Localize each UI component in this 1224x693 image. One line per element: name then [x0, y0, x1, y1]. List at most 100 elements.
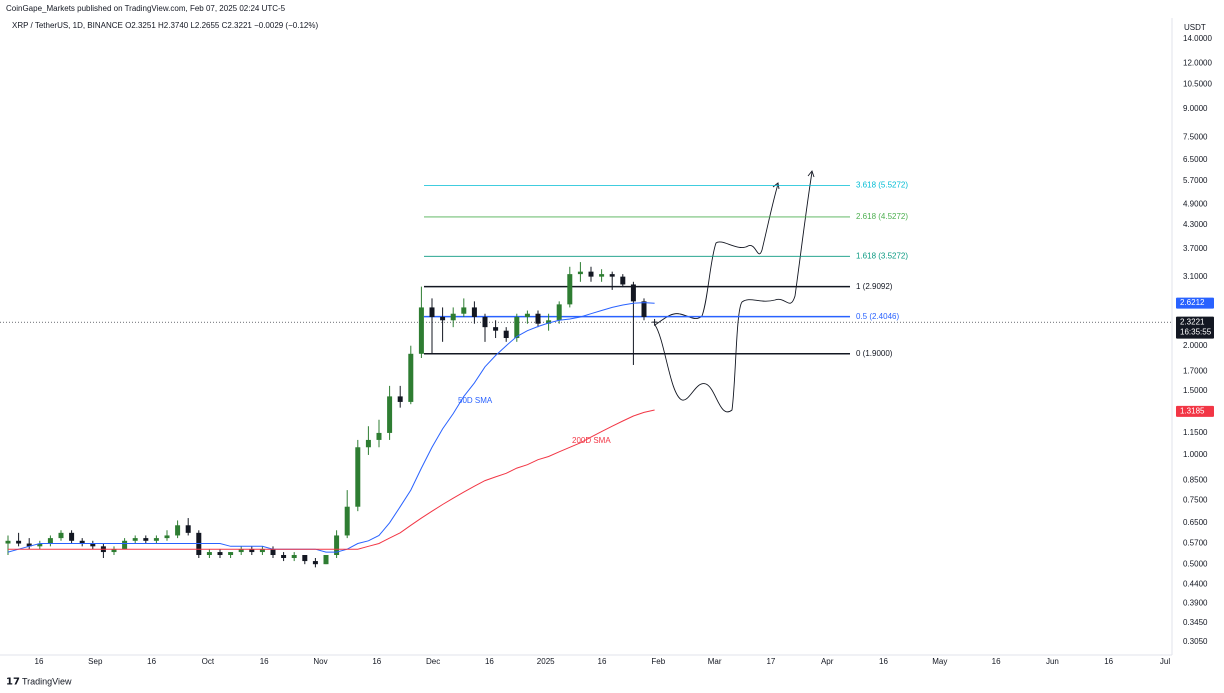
- candle-body: [153, 538, 159, 541]
- y-tick-label: 1.5000: [1183, 386, 1208, 395]
- projection-path: [654, 171, 813, 413]
- candle-body: [90, 543, 96, 547]
- price-badge: [1176, 297, 1214, 309]
- candle-body: [217, 552, 223, 556]
- candle-body: [503, 330, 509, 339]
- candle-body: [281, 555, 287, 559]
- candle-body: [111, 549, 117, 553]
- y-tick-label: 0.8500: [1183, 476, 1208, 485]
- candle-body: [270, 549, 276, 556]
- candle-body: [524, 313, 530, 317]
- y-tick-label: 9.0000: [1183, 104, 1208, 113]
- y-tick-label: 0.3900: [1183, 598, 1208, 607]
- candle-body: [69, 532, 75, 541]
- arrow-head: [807, 170, 815, 178]
- brand-name: TradingView: [22, 676, 72, 686]
- candle-body: [471, 307, 477, 317]
- candle-body: [397, 396, 403, 402]
- y-tick-label: 0.5000: [1183, 559, 1208, 568]
- chart-subtitle: XRP / TetherUS, 1D, BINANCE O2.3251 H2.3…: [12, 21, 318, 30]
- candle-body: [302, 555, 308, 562]
- y-tick-label: 1.7000: [1183, 366, 1208, 375]
- y-tick-label: 0.3050: [1183, 637, 1208, 646]
- sma-line: [7, 302, 655, 553]
- x-tick-label: Dec: [426, 657, 440, 666]
- x-tick-label: 16: [879, 657, 888, 666]
- candle-body: [58, 532, 64, 539]
- x-tick-label: Apr: [821, 657, 834, 666]
- y-tick-label: 0.6500: [1183, 518, 1208, 527]
- y-tick-label: 3.7000: [1183, 244, 1208, 253]
- candle-body: [482, 316, 488, 328]
- y-tick-label: 0.4400: [1183, 579, 1208, 588]
- candle-body: [355, 447, 361, 507]
- y-tick-label: 5.7000: [1183, 176, 1208, 185]
- candle-body: [588, 271, 594, 277]
- candle-body: [630, 284, 636, 302]
- countdown-label: 16:35:55: [1180, 327, 1212, 336]
- level-label: 3.618 (5.5272): [856, 181, 908, 190]
- candle-body: [122, 540, 128, 550]
- candle-body: [620, 276, 626, 285]
- x-tick-label: Oct: [202, 657, 215, 666]
- candle-body: [546, 320, 552, 324]
- x-tick-label: Mar: [708, 657, 722, 666]
- candle-body: [249, 549, 255, 553]
- x-tick-label: 16: [1104, 657, 1113, 666]
- level-label: 1 (2.9092): [856, 282, 893, 291]
- level-label: 0 (1.9000): [856, 349, 893, 358]
- candle-body: [599, 274, 605, 277]
- candle-body: [5, 540, 11, 544]
- candle-body: [609, 274, 615, 277]
- candle-body: [37, 543, 43, 547]
- candle-body: [387, 396, 393, 433]
- y-tick-label: 12.0000: [1183, 58, 1212, 67]
- x-tick-label: 16: [260, 657, 269, 666]
- x-tick-label: 16: [372, 657, 381, 666]
- x-tick-label: Jun: [1046, 657, 1059, 666]
- candle-body: [535, 313, 541, 324]
- price-badge: [1176, 316, 1214, 339]
- candle-body: [376, 432, 382, 440]
- y-tick-label: 3.1000: [1183, 272, 1208, 281]
- annotation: 50D SMA: [458, 396, 493, 405]
- candle-body: [334, 535, 340, 556]
- candle-body: [238, 549, 244, 553]
- candle-body: [185, 525, 191, 533]
- candle-body: [365, 439, 371, 448]
- y-tick-label: 1.1500: [1183, 428, 1208, 437]
- candle-body: [323, 555, 329, 565]
- candle-body: [429, 307, 435, 317]
- brand-logo: 𝟭𝟳: [6, 677, 20, 688]
- x-tick-label: 16: [485, 657, 494, 666]
- x-tick-label: Sep: [88, 657, 103, 666]
- price-badge-label: 2.3221: [1180, 317, 1205, 326]
- candle-body: [577, 271, 583, 275]
- y-tick-label: 1.0000: [1183, 450, 1208, 459]
- y-tick-label: 14.0000: [1183, 34, 1212, 43]
- sma-line: [8, 409, 655, 550]
- candle-body: [567, 274, 573, 305]
- y-tick-label: 0.5700: [1183, 539, 1208, 548]
- annotation: 200D SMA: [572, 436, 611, 445]
- price-badge-label: 1.3185: [1180, 406, 1205, 415]
- candle-body: [408, 353, 414, 402]
- candle-body: [312, 561, 318, 565]
- y-tick-label: 4.9000: [1183, 200, 1208, 209]
- candle-body: [641, 301, 647, 317]
- candle-body: [450, 313, 456, 321]
- projection-path: [654, 183, 779, 326]
- price-badge: [1176, 405, 1214, 417]
- y-tick-label: 2.0000: [1183, 341, 1208, 350]
- x-tick-label: 16: [992, 657, 1001, 666]
- candle-body: [344, 506, 350, 536]
- candle-body: [652, 321, 658, 323]
- chart-title: CoinGape_Markets published on TradingVie…: [6, 4, 286, 13]
- y-tick-label: 6.5000: [1183, 155, 1208, 164]
- candle-body: [440, 316, 446, 321]
- x-tick-label: 16: [598, 657, 607, 666]
- candle-body: [143, 538, 149, 541]
- candle-body: [79, 540, 85, 544]
- y-tick-label: 7.5000: [1183, 133, 1208, 142]
- x-tick-label: Jul: [1160, 657, 1170, 666]
